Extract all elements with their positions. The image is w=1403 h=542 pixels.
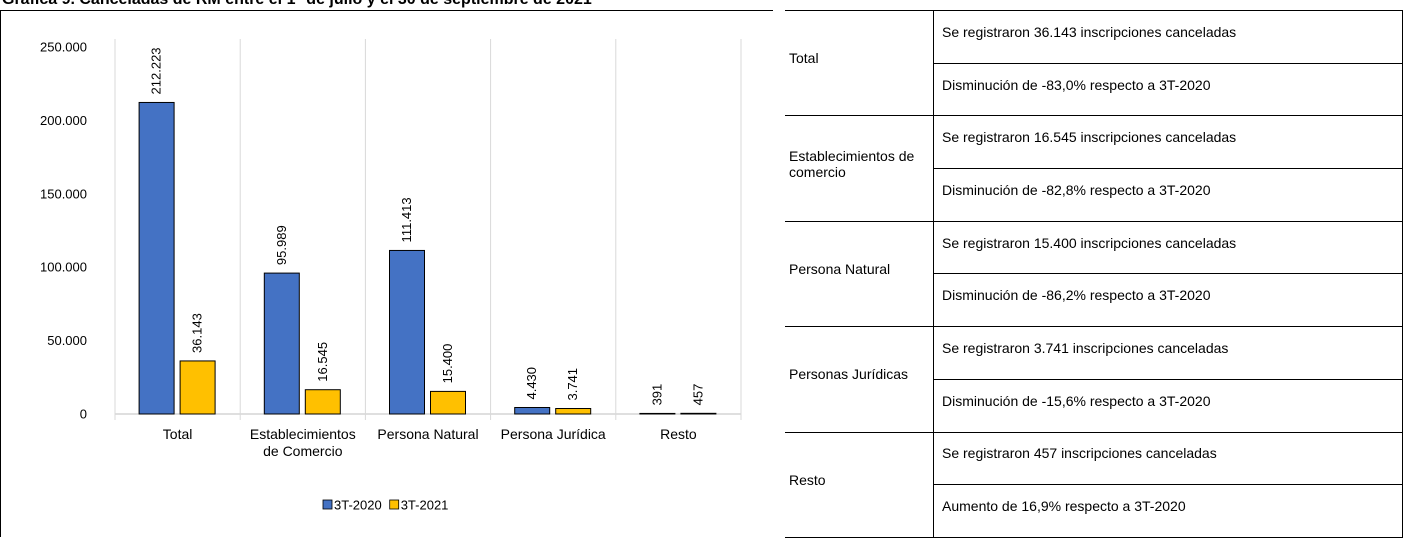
bar — [138, 101, 175, 415]
row-label: Personas Jurídicas — [785, 326, 934, 433]
y-tick-label: 250.000 — [40, 40, 87, 55]
bar — [389, 249, 425, 415]
bar — [430, 390, 466, 415]
bar — [263, 272, 300, 415]
chart-title: Gráfica 9. Canceladas de RM entre el 1° … — [2, 0, 592, 9]
table-cell: Se registraron 15.400 inscripciones canc… — [933, 220, 1403, 275]
table-cell: Se registraron 36.143 inscripciones canc… — [933, 10, 1403, 64]
bar — [680, 412, 717, 415]
legend-swatch — [322, 499, 333, 510]
row-label: Total — [785, 9, 934, 117]
table-cell: Se registraron 16.545 inscripciones canc… — [933, 115, 1403, 170]
y-tick-label: 150.000 — [40, 186, 87, 201]
value-label: 95.989 — [274, 225, 289, 265]
table-row: Resto Se registraron 457 inscripciones ca… — [785, 431, 1403, 538]
row-label: Persona Natural — [785, 220, 934, 328]
table-cell: Disminución de -15,6% respecto a 3T-2020 — [933, 378, 1403, 433]
table-row: Establecimientos de comercio Se registrar… — [785, 115, 1403, 222]
bar — [304, 389, 341, 415]
value-label: 36.143 — [190, 313, 205, 353]
x-tick-label: Total — [162, 426, 193, 442]
value-label: 212.223 — [149, 47, 164, 94]
bar — [639, 412, 676, 415]
chart: 0 50.000 100.000 150.000 200.000 250.000 212.2… — [40, 39, 742, 513]
x-tick-label: Resto — [660, 426, 697, 442]
y-tick-label: 50.000 — [47, 333, 87, 348]
x-tick-label: Establecimientos de Comercio — [249, 426, 356, 459]
row-label: Resto — [785, 431, 934, 538]
value-label: 16.545 — [315, 342, 330, 382]
bar — [514, 406, 551, 415]
table-cell: Disminución de -83,0% respecto a 3T-2020 — [933, 62, 1403, 117]
value-label: 111.413 — [399, 197, 414, 242]
table-row: Persona Natural Se registraron 15.400 ins… — [785, 220, 1403, 328]
value-label: 15.400 — [440, 344, 455, 384]
value-label: 391 — [649, 384, 664, 406]
y-tick-label: 0 — [80, 407, 87, 422]
x-tick-label: Persona Natural — [377, 426, 479, 442]
table-cell: Disminución de -82,8% respecto a 3T-2020 — [933, 168, 1403, 222]
y-tick-label: 200.000 — [40, 113, 87, 128]
table-row: Personas Jurídicas Se registraron 3.741 i… — [785, 326, 1403, 433]
table-cell: Disminución de -86,2% respecto a 3T-2020 — [933, 273, 1403, 328]
table-row: Total Se registraron 36.143 inscripciones… — [785, 9, 1403, 117]
y-tick-label: 100.000 — [40, 260, 87, 275]
x-tick-label: Persona Jurídica — [500, 426, 606, 442]
row-label: Establecimientos de comercio — [785, 115, 934, 222]
table-cell: Aumento de 16,9% respecto a 3T-2020 — [933, 484, 1403, 538]
summary-table: Total Se registraron 36.143 inscripciones… — [785, 9, 1403, 538]
table-cell: Se registraron 457 inscripciones cancela… — [933, 431, 1403, 486]
table-row: Disminución de -83,0% respecto a 3T-2020 — [785, 62, 1403, 117]
value-label: 457 — [690, 384, 705, 406]
value-label: 4.430 — [524, 367, 539, 400]
value-label: 3.741 — [565, 368, 580, 401]
legend-label: 3T-2020 — [334, 498, 382, 513]
legend-label: 3T-2021 — [401, 498, 449, 513]
table-row: Disminución de -86,2% respecto a 3T-2020 — [785, 273, 1403, 328]
bar — [179, 360, 216, 415]
legend-swatch — [389, 499, 400, 510]
bar — [555, 408, 592, 415]
table-row: Aumento de 16,9% respecto a 3T-2020 — [785, 484, 1403, 538]
table-cell: Se registraron 3.741 inscripciones cance… — [933, 326, 1403, 380]
table-row: Disminución de -15,6% respecto a 3T-2020 — [785, 378, 1403, 433]
chart-panel: 0 50.000 100.000 150.000 200.000 250.000 212.2… — [0, 10, 773, 537]
